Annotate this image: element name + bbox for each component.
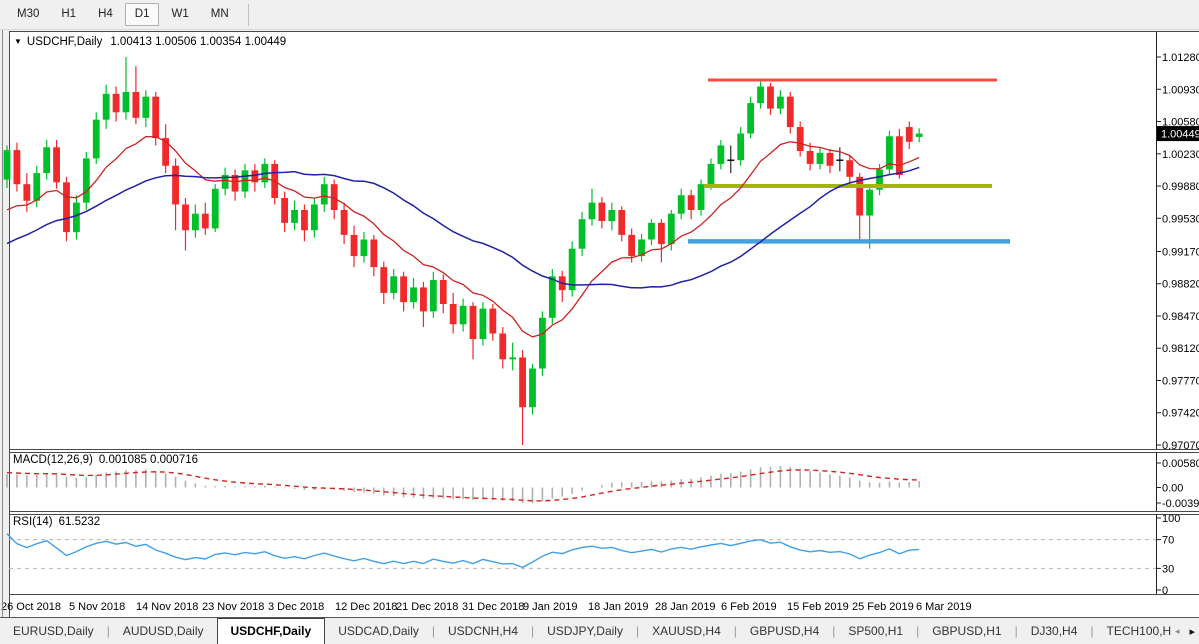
tab-separator: |: [916, 624, 920, 638]
timeframe-button-h1[interactable]: H1: [61, 8, 77, 20]
chart-title: ▼ USDCHF,Daily 1.00413 1.00506 1.00354 1.0…: [14, 36, 286, 48]
axis-label: 26 Oct 2018: [1, 601, 61, 613]
tab-separator: |: [733, 624, 737, 638]
macd-histogram: [6, 466, 920, 503]
axis-label: 0.005802: [1162, 458, 1199, 470]
macd-values: 0.001085 0.000716: [98, 454, 199, 466]
rsi-value: 61.5232: [58, 516, 101, 528]
rsi-line: [6, 533, 920, 569]
timeframe-button-m30[interactable]: M30: [17, 8, 40, 20]
fast-ma-line: [6, 135, 920, 338]
axis-label: 0.99880: [1162, 181, 1199, 193]
symbol-tab-usdcad-daily[interactable]: USDCAD,Daily: [338, 624, 419, 638]
chart-dropdown-arrow-icon[interactable]: ▼: [14, 37, 22, 46]
rsi-indicator-label: RSI(14) 61.5232: [13, 516, 100, 528]
rsi-level-lines: [9, 539, 1156, 569]
tab-separator: |: [106, 624, 110, 638]
symbol-tab-dj30-h4[interactable]: DJ30,H4: [1030, 624, 1078, 638]
axis-label: 9 Jan 2019: [523, 601, 577, 613]
chart-symbol-label: USDCHF,Daily: [26, 36, 103, 48]
symbol-tab-eurusd-daily[interactable]: EURUSD,Daily: [13, 624, 94, 638]
axis-label: 100: [1162, 513, 1180, 525]
symbol-tab-bar: EURUSD,Daily | AUDUSD,Daily USDCHF,Daily USD…: [0, 617, 1199, 644]
axis-label: 23 Nov 2018: [202, 601, 264, 613]
axis-label: -0.003945: [1162, 498, 1199, 510]
tab-scroll-buttons: ◂ ▸: [1170, 618, 1195, 644]
macd-name: MACD(12,26,9): [13, 454, 93, 466]
tab-separator: |: [1014, 624, 1018, 638]
axis-label: 1.00930: [1162, 84, 1199, 96]
timeframe-toolbar: M30 H1 H4 D1 W1 MN: [0, 0, 1199, 30]
axis-label: 25 Feb 2019: [852, 601, 914, 613]
chart-ohlc-values: 1.00413 1.00506 1.00354 1.00449: [110, 36, 287, 48]
axis-label: 28 Jan 2019: [655, 601, 716, 613]
axis-label: 1.00449: [1161, 129, 1199, 141]
axis-label: 5 Nov 2018: [69, 601, 125, 613]
symbol-tab-sp500-h1[interactable]: SP500,H1: [848, 624, 904, 638]
axis-label: 18 Jan 2019: [588, 601, 649, 613]
axis-label: 14 Nov 2018: [136, 601, 198, 613]
symbol-tab-xauusd-h4[interactable]: XAUUSD,H4: [652, 624, 721, 638]
axis-label: 0: [1162, 585, 1168, 597]
axis-label: 3 Dec 2018: [268, 601, 324, 613]
tab-scroll-left-icon[interactable]: ◂: [1174, 625, 1180, 636]
rsi-name: RSI(14): [13, 516, 53, 528]
axis-label: 21 Dec 2018: [396, 601, 458, 613]
macd-axis: 0.005802 0.00 -0.003945: [1162, 458, 1199, 510]
timeframe-button-d1[interactable]: D1: [124, 3, 160, 26]
axis-label: 30: [1162, 563, 1174, 575]
axis-label: 0.99530: [1162, 213, 1199, 225]
timeframe-button-mn[interactable]: MN: [210, 8, 229, 20]
slow-ma-line: [6, 166, 920, 289]
timeframe-button-h4[interactable]: H4: [98, 8, 113, 20]
axis-label: 0.98120: [1162, 343, 1199, 355]
axis-label: 0.97420: [1162, 408, 1199, 420]
symbol-tab-usdchf-daily[interactable]: USDCHF,Daily: [216, 617, 326, 644]
price-axis[interactable]: 1.01280 1.00930 1.00580 1.00230 0.99880 0.995…: [1162, 52, 1199, 452]
toolbar-separator: [247, 3, 249, 26]
axis-label: 1.01280: [1162, 52, 1199, 64]
tab-separator: |: [1090, 624, 1094, 638]
symbol-tab-gbpusd-h1[interactable]: GBPUSD,H1: [932, 624, 1002, 638]
axis-label: 0.97070: [1162, 440, 1199, 452]
symbol-tab-tech100-h1[interactable]: TECH100,H1: [1106, 624, 1178, 638]
symbol-tab-audusd-daily[interactable]: AUDUSD,Daily: [122, 624, 204, 638]
date-axis[interactable]: 26 Oct 2018 5 Nov 2018 14 Nov 2018 23 Nov 2…: [1, 601, 972, 613]
symbol-tab-gbpusd-h4[interactable]: GBPUSD,H4: [749, 624, 820, 638]
rsi-axis: 100 70 30 0: [1162, 513, 1180, 597]
axis-label: 0.98820: [1162, 279, 1199, 291]
window-left-border: [2, 29, 3, 620]
symbol-tab-usdjpy-daily[interactable]: USDJPY,Daily: [547, 624, 623, 638]
tab-separator: |: [635, 624, 640, 638]
axis-label: 0.97770: [1162, 375, 1199, 387]
axis-label: 70: [1162, 535, 1174, 547]
timeframe-buttons: M30 H1 H4 D1 W1 MN: [6, 3, 240, 26]
axis-label: 6 Mar 2019: [916, 601, 972, 613]
axis-label: 12 Dec 2018: [335, 601, 397, 613]
axis-label: 1.00580: [1162, 117, 1199, 129]
axis-label: 0.98470: [1162, 311, 1199, 323]
symbol-tab-usdcnh-h4[interactable]: USDCNH,H4: [448, 624, 519, 638]
timeframe-button-w1[interactable]: W1: [171, 8, 189, 20]
tab-scroll-right-icon[interactable]: ▸: [1189, 625, 1195, 638]
tab-separator: |: [431, 624, 435, 638]
current-price-marker: 1.00449: [1157, 126, 1199, 142]
tab-separator: |: [832, 624, 836, 638]
axis-label: 0.00: [1162, 483, 1183, 495]
axis-label: 31 Dec 2018: [462, 601, 524, 613]
axis-label: 15 Feb 2019: [787, 601, 849, 613]
axis-label: 1.00230: [1162, 149, 1199, 161]
symbol-tabs: EURUSD,Daily | AUDUSD,Daily USDCHF,Daily USD…: [0, 617, 1199, 644]
macd-indicator-label: MACD(12,26,9) 0.001085 0.000716: [13, 454, 198, 466]
tab-separator: |: [531, 624, 535, 638]
axis-label: 6 Feb 2019: [721, 601, 777, 613]
axis-label: 0.99170: [1162, 246, 1199, 258]
